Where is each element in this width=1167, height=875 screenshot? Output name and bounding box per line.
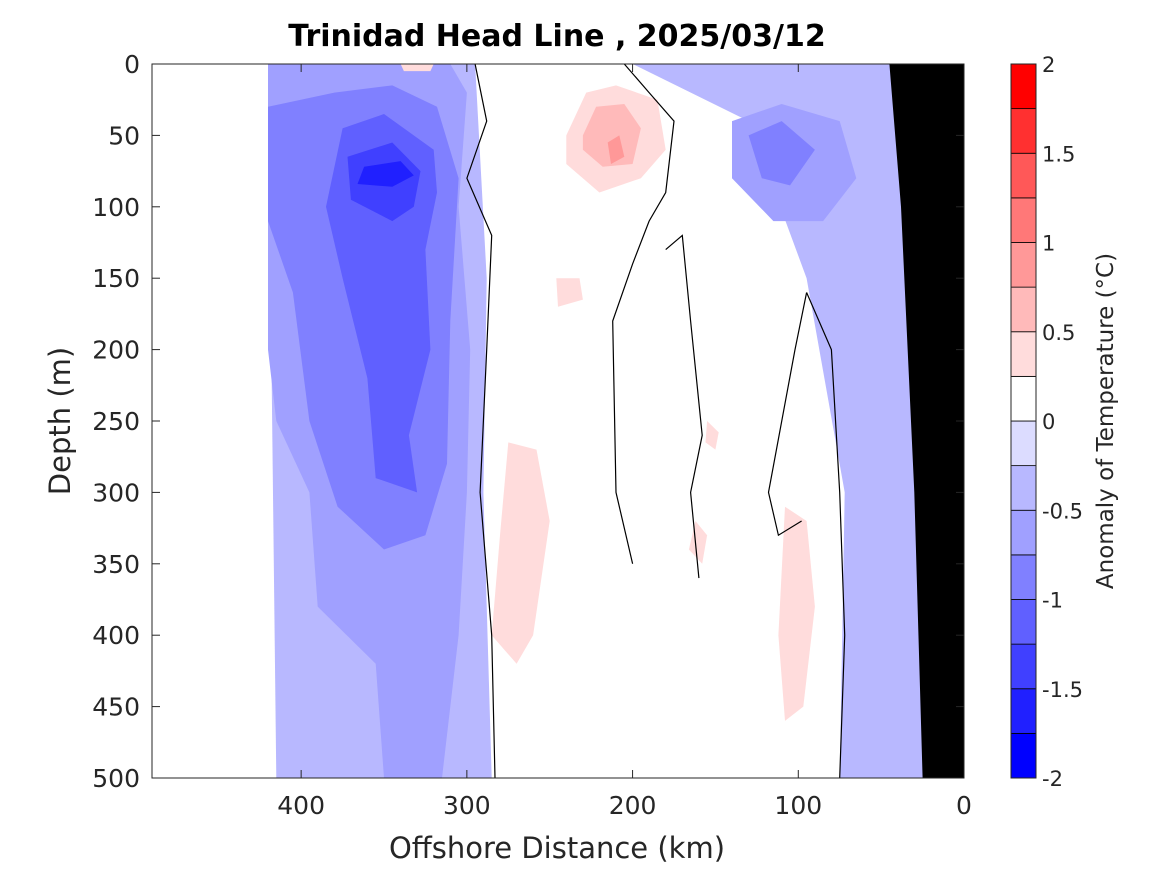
- contour-region-15: [778, 506, 815, 721]
- colorbar-swatch-15: [1010, 63, 1037, 110]
- y-tick-label-9: 450: [92, 693, 140, 722]
- colorbar-swatch-6: [1010, 465, 1037, 511]
- y-axis-title: Depth (m): [43, 347, 77, 495]
- zero-contour-line-1: [612, 63, 675, 564]
- contour-region-12: [582, 104, 641, 167]
- colorbar-swatch-10: [1010, 286, 1037, 333]
- colorbar-swatch-12: [1010, 197, 1037, 243]
- colorbar-tick-label-3: 0.5: [1042, 321, 1075, 345]
- zero-contour-line-4: [767, 292, 808, 537]
- colorbar-swatch-3: [1010, 599, 1037, 645]
- contour-region-7: [400, 292, 426, 336]
- contour-region-14: [491, 442, 550, 664]
- y-tick-label-1: 50: [108, 121, 140, 150]
- colorbar-swatch-13: [1010, 152, 1037, 199]
- y-tick-label-3: 150: [92, 264, 140, 293]
- colorbar-tick-label-4: 0: [1042, 410, 1055, 434]
- chart-title: Trinidad Head Line , 2025/03/12: [288, 19, 825, 54]
- contour-region-18: [688, 521, 708, 564]
- colorbar-frame: [1010, 63, 1037, 779]
- colorbar-swatch-1: [1010, 688, 1037, 734]
- x-tick-label-1: 300: [443, 791, 491, 820]
- y-tick-label-6: 300: [92, 478, 140, 507]
- x-tick-label-4: 0: [956, 791, 972, 820]
- contour-region-6: [357, 161, 414, 187]
- contour-region-17: [705, 421, 719, 450]
- colorbar-tick-label-1: 1.5: [1042, 142, 1075, 166]
- colorbar-tick-label-8: -2: [1042, 767, 1063, 791]
- colorbar-tick-label-2: 1: [1042, 232, 1055, 256]
- y-tick-label-4: 200: [92, 336, 140, 365]
- x-tick-label-2: 200: [609, 791, 657, 820]
- y-tick-label-7: 350: [92, 550, 140, 579]
- colorbar-tick-label-6: -1: [1042, 589, 1063, 613]
- colorbar-swatch-9: [1010, 331, 1037, 377]
- colorbar-tick-label-0: 2: [1042, 53, 1055, 77]
- y-tick-label-5: 250: [92, 407, 140, 436]
- zero-contour-line-3: [806, 292, 846, 779]
- y-tick-label-10: 500: [92, 764, 140, 793]
- y-tick-label-8: 400: [92, 621, 140, 650]
- colorbar-swatch-14: [1010, 108, 1037, 154]
- contour-region-13: [607, 135, 625, 164]
- contour-region-16: [556, 278, 583, 307]
- y-tick-label-2: 100: [92, 193, 140, 222]
- contour-region-9: [748, 121, 815, 186]
- colorbar-swatch-8: [1010, 375, 1037, 422]
- zero-contour-line-0: [466, 63, 496, 779]
- colorbar-title: Anomaly of Temperature (°C): [1093, 253, 1119, 589]
- colorbar-swatch-7: [1010, 420, 1037, 467]
- colorbar-tick-label-5: -0.5: [1042, 499, 1083, 523]
- colorbar-swatch-5: [1010, 509, 1037, 556]
- seafloor-mask: [889, 64, 964, 778]
- y-tick-label-0: 0: [124, 50, 140, 79]
- colorbar: 2 1.5 1 0.5 0 -0.5 -1 -1.5 -2: [1010, 53, 1083, 791]
- colorbar-swatch-11: [1010, 242, 1037, 288]
- contour-plot-area: [152, 63, 964, 779]
- colorbar-swatch-0: [1010, 732, 1037, 779]
- colorbar-swatch-4: [1010, 554, 1037, 600]
- contour-region-1: [475, 64, 845, 778]
- x-tick-label-3: 100: [774, 791, 822, 820]
- colorbar-swatch-2: [1010, 643, 1037, 690]
- contour-region-19: [400, 64, 434, 72]
- zero-contour-line-2: [665, 234, 703, 579]
- colorbar-tick-label-7: -1.5: [1042, 678, 1083, 702]
- axes: 400 300 200 100 0 0 50 100 150 200 250 300 350 400 450…: [92, 50, 972, 820]
- x-axis-title: Offshore Distance (km): [389, 831, 725, 865]
- x-tick-label-0: 400: [277, 791, 325, 820]
